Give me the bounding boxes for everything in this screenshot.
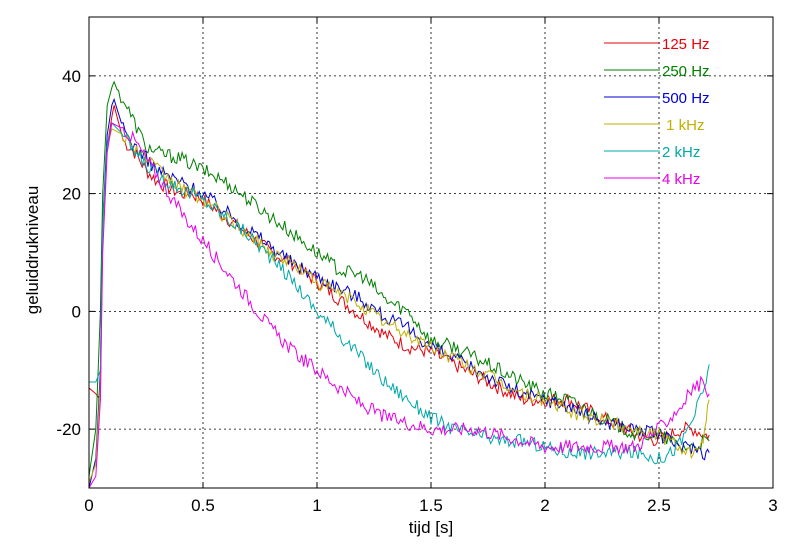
x-tick-label: 2.5 — [647, 496, 671, 515]
series-line-4 — [89, 121, 710, 465]
y-tick-label: 40 — [62, 67, 81, 86]
y-axis-label: geluiddrukniveau — [23, 186, 42, 315]
x-tick-label: 0.5 — [191, 496, 215, 515]
axis-ticks: 0 0.5 1 1.5 2 2.5 3 -20 0 20 40 — [56, 17, 778, 515]
legend-label-4: 2 kHz — [662, 144, 700, 161]
series-line-1 — [89, 80, 710, 477]
legend-label-3: 1 kHz — [662, 117, 705, 134]
x-tick-label: 3 — [768, 496, 777, 515]
y-tick-label: 20 — [62, 185, 81, 204]
y-tick-label: 0 — [72, 302, 81, 321]
x-axis-label: tijd [s] — [409, 518, 453, 537]
series-line-3 — [89, 128, 710, 483]
series-lines — [89, 80, 710, 488]
x-tick-label: 0 — [84, 496, 93, 515]
y-tick-label: -20 — [56, 420, 81, 439]
x-tick-label: 1 — [312, 496, 321, 515]
legend-label-1: 250 Hz — [662, 63, 710, 80]
x-tick-label: 1.5 — [419, 496, 443, 515]
legend-label-0: 125 Hz — [662, 36, 710, 53]
legend-label-5: 4 kHz — [662, 171, 700, 188]
x-tick-label: 2 — [540, 496, 549, 515]
series-line-5 — [89, 122, 710, 488]
legend: 125 Hz 250 Hz 500 Hz 1 kHz 2 kHz 4 kHz — [604, 36, 710, 188]
legend-label-2: 500 Hz — [662, 90, 710, 107]
series-line-2 — [89, 97, 710, 488]
